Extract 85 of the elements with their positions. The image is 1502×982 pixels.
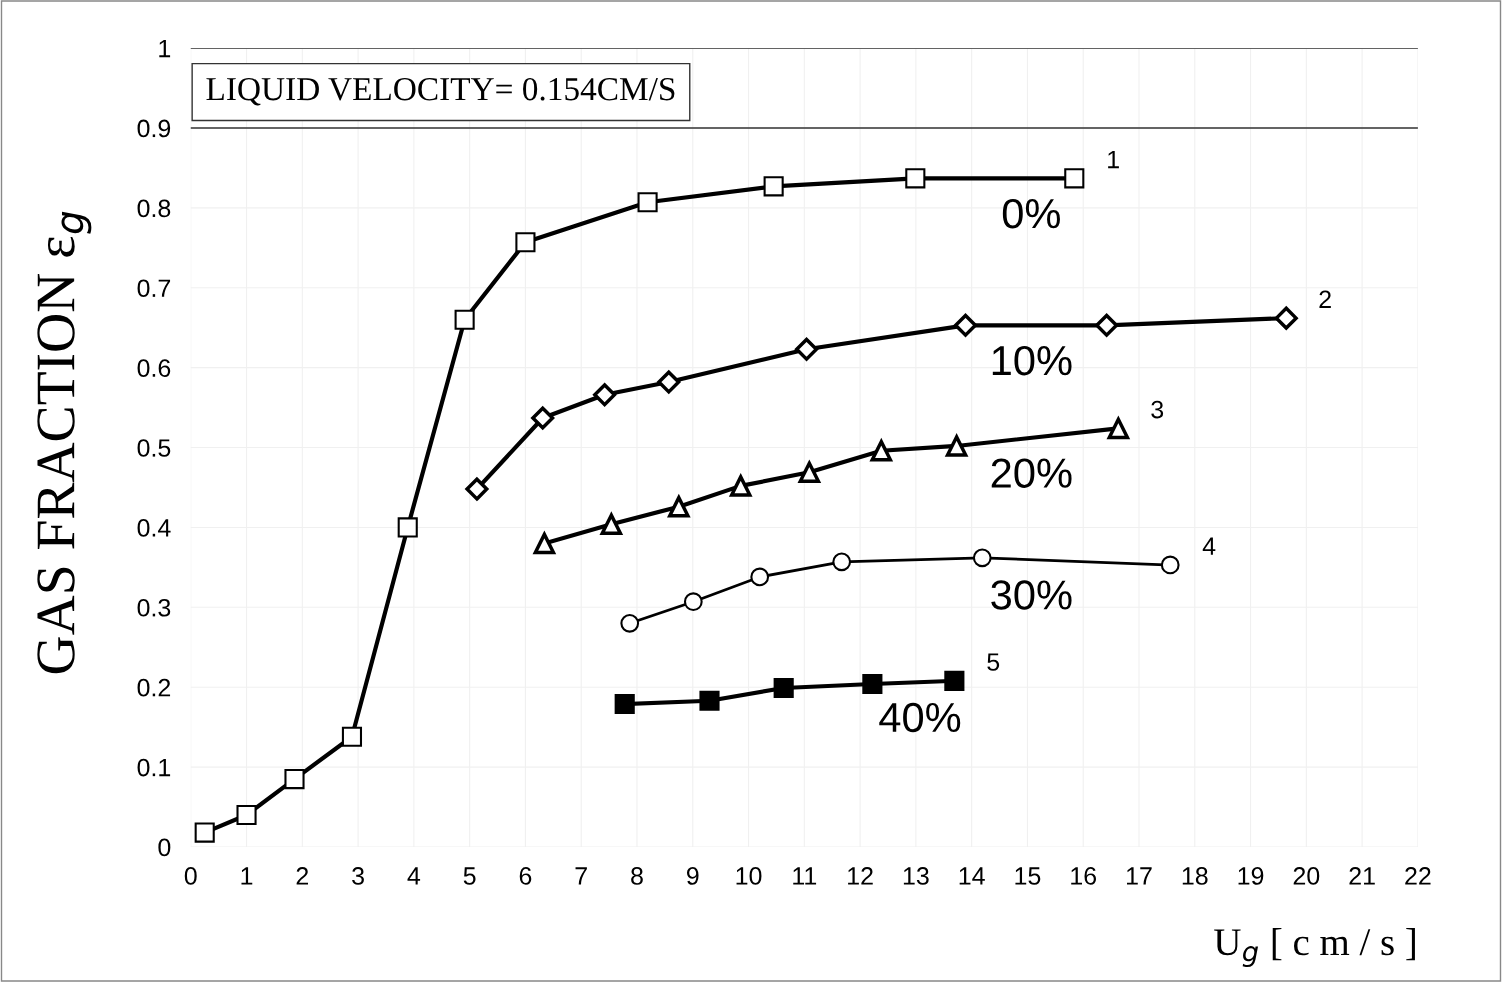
point (1274, 306, 1298, 330)
point (1106, 415, 1131, 440)
x-tick-label: 6 (519, 867, 532, 885)
x-tick-label: 15 (1015, 867, 1041, 885)
point (637, 192, 658, 213)
x-tick-label: 7 (575, 867, 587, 885)
y-tick-label: 0.4 (137, 519, 171, 537)
x-tick-label: 5 (463, 867, 476, 885)
point (869, 437, 893, 462)
y-tick-label: 0.9 (137, 119, 171, 138)
y-tick-label: 0.2 (137, 678, 171, 697)
x-tick-label: 1 (241, 867, 253, 885)
x-tick-label: 10 (736, 867, 762, 885)
x-tick-label: 0 (184, 867, 197, 885)
x-tick-label: 8 (631, 867, 643, 885)
annotation: 40% (879, 702, 961, 733)
point (763, 176, 784, 197)
y-tick-label: 0.6 (137, 359, 171, 377)
point (773, 677, 794, 699)
point (465, 477, 489, 501)
x-tick-label: 3 (352, 867, 364, 885)
point (397, 517, 418, 538)
point (614, 693, 635, 715)
point (1160, 555, 1180, 575)
y-tick-label: 1 (159, 39, 171, 58)
series-label: 1 (1108, 150, 1119, 169)
point (797, 459, 822, 484)
x-tick-label: 16 (1071, 867, 1097, 885)
point (593, 383, 617, 407)
point (341, 726, 363, 747)
point (972, 548, 992, 568)
x-tick-label: 20 (1293, 867, 1320, 885)
y-tick-label: 0.1 (137, 758, 171, 777)
point (1095, 313, 1119, 337)
text: LIQUID VELOCITY= 0.154CM/S (206, 77, 675, 106)
point (600, 513, 623, 535)
point (236, 804, 257, 826)
x-tick-label: 9 (686, 867, 699, 885)
point (531, 406, 555, 430)
point (794, 337, 819, 361)
y-tick-label: 0.8 (137, 199, 171, 218)
point (657, 370, 681, 394)
x-tick-label: 19 (1238, 867, 1264, 885)
y-tick-label: 0 (158, 838, 171, 857)
point (905, 168, 926, 189)
point (944, 670, 965, 691)
point (699, 690, 720, 711)
annotation: 30% (991, 580, 1072, 610)
point (953, 313, 978, 337)
point (454, 309, 475, 330)
series-label: 3 (1151, 400, 1164, 419)
x-tick-label: 17 (1127, 867, 1152, 885)
point (729, 475, 752, 497)
point (832, 552, 852, 572)
annotation: 10% (992, 345, 1072, 376)
y-tick-label: 0.3 (137, 598, 171, 617)
point (194, 822, 215, 843)
x-tick-label: 14 (959, 867, 985, 885)
y-tick-label: 0.7 (137, 279, 171, 298)
x-tick-label: 4 (407, 867, 421, 885)
series-label: 2 (1319, 290, 1331, 308)
series-label: 4 (1202, 537, 1216, 555)
series-label: 5 (987, 653, 1000, 671)
y-axis-title: GAS FRACTION ε$_{g}$ (37, 211, 92, 674)
x-tick-label: 13 (903, 867, 929, 885)
annotation: 20% (991, 458, 1072, 488)
y-tick-label: 0.5 (137, 439, 171, 457)
point (683, 592, 703, 612)
x-tick-label: 2 (296, 867, 309, 885)
point (620, 613, 640, 633)
annotation: 0% (1002, 198, 1060, 229)
point (284, 769, 305, 790)
point (862, 673, 883, 695)
point (532, 530, 557, 555)
point (667, 493, 691, 518)
point (1064, 168, 1085, 189)
x-axis-title: U$_{g}$ [ c m / s ] (1214, 927, 1415, 968)
x-tick-label: 21 (1349, 867, 1375, 885)
point (945, 435, 968, 457)
x-tick-label: 22 (1405, 867, 1431, 885)
x-tick-label: 11 (793, 867, 817, 885)
x-tick-label: 12 (848, 867, 873, 885)
x-tick-label: 18 (1182, 867, 1208, 885)
point (750, 567, 770, 587)
point (515, 232, 536, 253)
